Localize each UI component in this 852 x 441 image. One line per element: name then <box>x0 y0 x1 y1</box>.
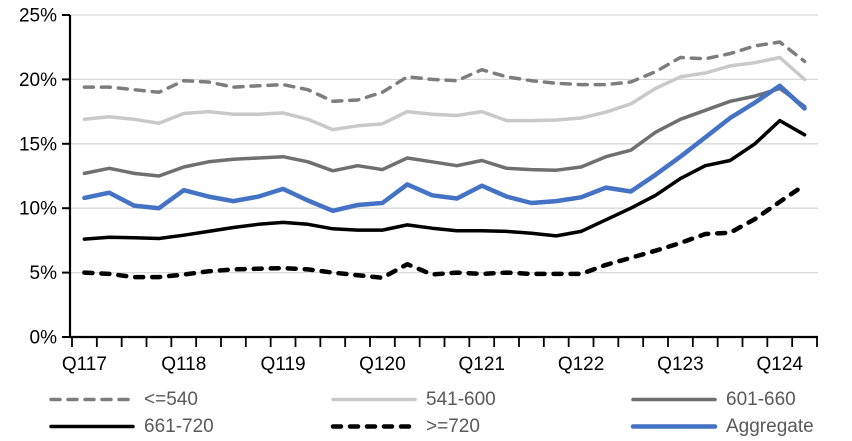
legend-swatch-541-600 <box>331 397 417 401</box>
y-axis-label: 5% <box>30 263 58 284</box>
series-line-720 <box>82 182 807 281</box>
x-axis-label: Q118 <box>161 354 206 375</box>
series-line-541600 <box>82 55 807 132</box>
legend-item-601-660: 601-660 <box>630 386 852 412</box>
x-axis-label: Q123 <box>657 354 703 375</box>
x-axis-label: Q121 <box>459 354 505 375</box>
legend-label-661-720: 661-720 <box>144 415 214 437</box>
x-axis-label: Q119 <box>261 354 306 375</box>
legend-swatch-601-660 <box>631 397 717 401</box>
legend-label-le540: <=540 <box>144 388 198 410</box>
series-line-661720 <box>82 118 807 241</box>
y-axis-label: 25% <box>19 6 57 27</box>
line-chart: 0% 5% 10% 15% 20% 25% Q117 Q118 Q119 Q120 Q121 Q122… <box>19 6 818 375</box>
legend-swatch-661-720 <box>49 424 135 428</box>
legend-label-541-600: 541-600 <box>426 388 496 410</box>
legend-item-ge720: >=720 <box>330 413 630 439</box>
chart-legend: <=540 541-600 601-660 661-720 >=720 Aggr… <box>0 382 852 439</box>
legend-swatch-ge720 <box>330 423 418 429</box>
series-line-aggregate <box>82 83 807 214</box>
series-line-540 <box>82 40 807 104</box>
legend-label-ge720: >=720 <box>426 415 480 437</box>
legend-swatch-le540 <box>49 397 135 401</box>
x-axis-label: Q124 <box>757 354 804 375</box>
legend-item-aggregate: Aggregate <box>630 413 852 439</box>
legend-label-aggregate: Aggregate <box>726 415 814 437</box>
legend-label-601-660: 601-660 <box>726 388 796 410</box>
legend-swatch-aggregate <box>630 423 718 429</box>
legend-item-le540: <=540 <box>48 386 330 412</box>
x-axis-label: Q117 <box>62 354 107 375</box>
legend-item-541-600: 541-600 <box>330 386 630 412</box>
series-line-601660 <box>82 86 807 178</box>
legend-item-661-720: 661-720 <box>48 413 330 439</box>
y-axis-label: 20% <box>19 70 57 91</box>
y-axis-label: 10% <box>19 199 57 220</box>
y-axis-label: 0% <box>30 328 58 349</box>
y-axis-label: 15% <box>19 134 57 155</box>
x-axis-label: Q120 <box>359 354 405 375</box>
x-axis-label: Q122 <box>558 354 604 375</box>
line-chart-area: 0% 5% 10% 15% 20% 25% Q117 Q118 Q119 Q120 Q121 Q122… <box>19 6 818 375</box>
